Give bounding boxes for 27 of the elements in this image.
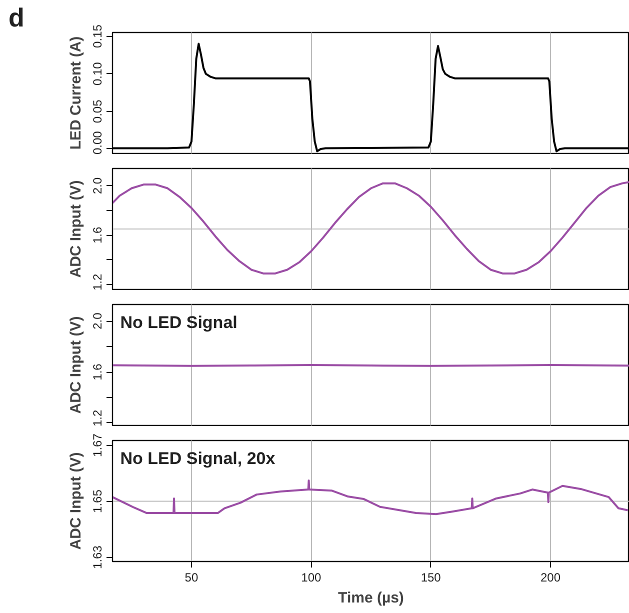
y-axis-title: ADC Input (V) — [68, 452, 84, 550]
y-tick-label: 1.2 — [90, 273, 104, 290]
line-series — [112, 480, 629, 516]
y-tick-label: 0.15 — [90, 24, 104, 48]
y-tick-label: 0.00 — [90, 130, 104, 154]
y-tick-label: 1.63 — [90, 545, 104, 569]
x-tick-label: 200 — [540, 570, 561, 584]
y-tick-label: 1.6 — [90, 226, 104, 244]
y-tick-label: 2.0 — [90, 312, 104, 330]
x-axis-title: Time (µs) — [338, 590, 404, 606]
y-tick-label: 1.6 — [90, 363, 104, 380]
annotation: No LED Signal, 20x — [120, 448, 276, 468]
x-tick-label: 50 — [184, 570, 198, 584]
y-tick-label: 2.0 — [90, 177, 104, 194]
annotation: No LED Signal — [120, 312, 238, 332]
y-tick-label: 0.05 — [90, 99, 104, 124]
y-axis-title: LED Current (A) — [68, 36, 84, 150]
y-axis-title: ADC Input (V) — [68, 180, 84, 278]
y-tick-label: 1.67 — [90, 433, 104, 457]
x-tick-label: 150 — [420, 570, 442, 584]
y-axis-title: ADC Input (V) — [68, 316, 84, 414]
y-tick-label: 1.65 — [90, 489, 104, 513]
y-tick-label: 1.2 — [90, 409, 104, 426]
x-tick-label: 100 — [301, 570, 322, 584]
chart-title: d — [8, 2, 24, 32]
y-tick-label: 0.10 — [90, 62, 104, 86]
line-series — [112, 181, 629, 274]
